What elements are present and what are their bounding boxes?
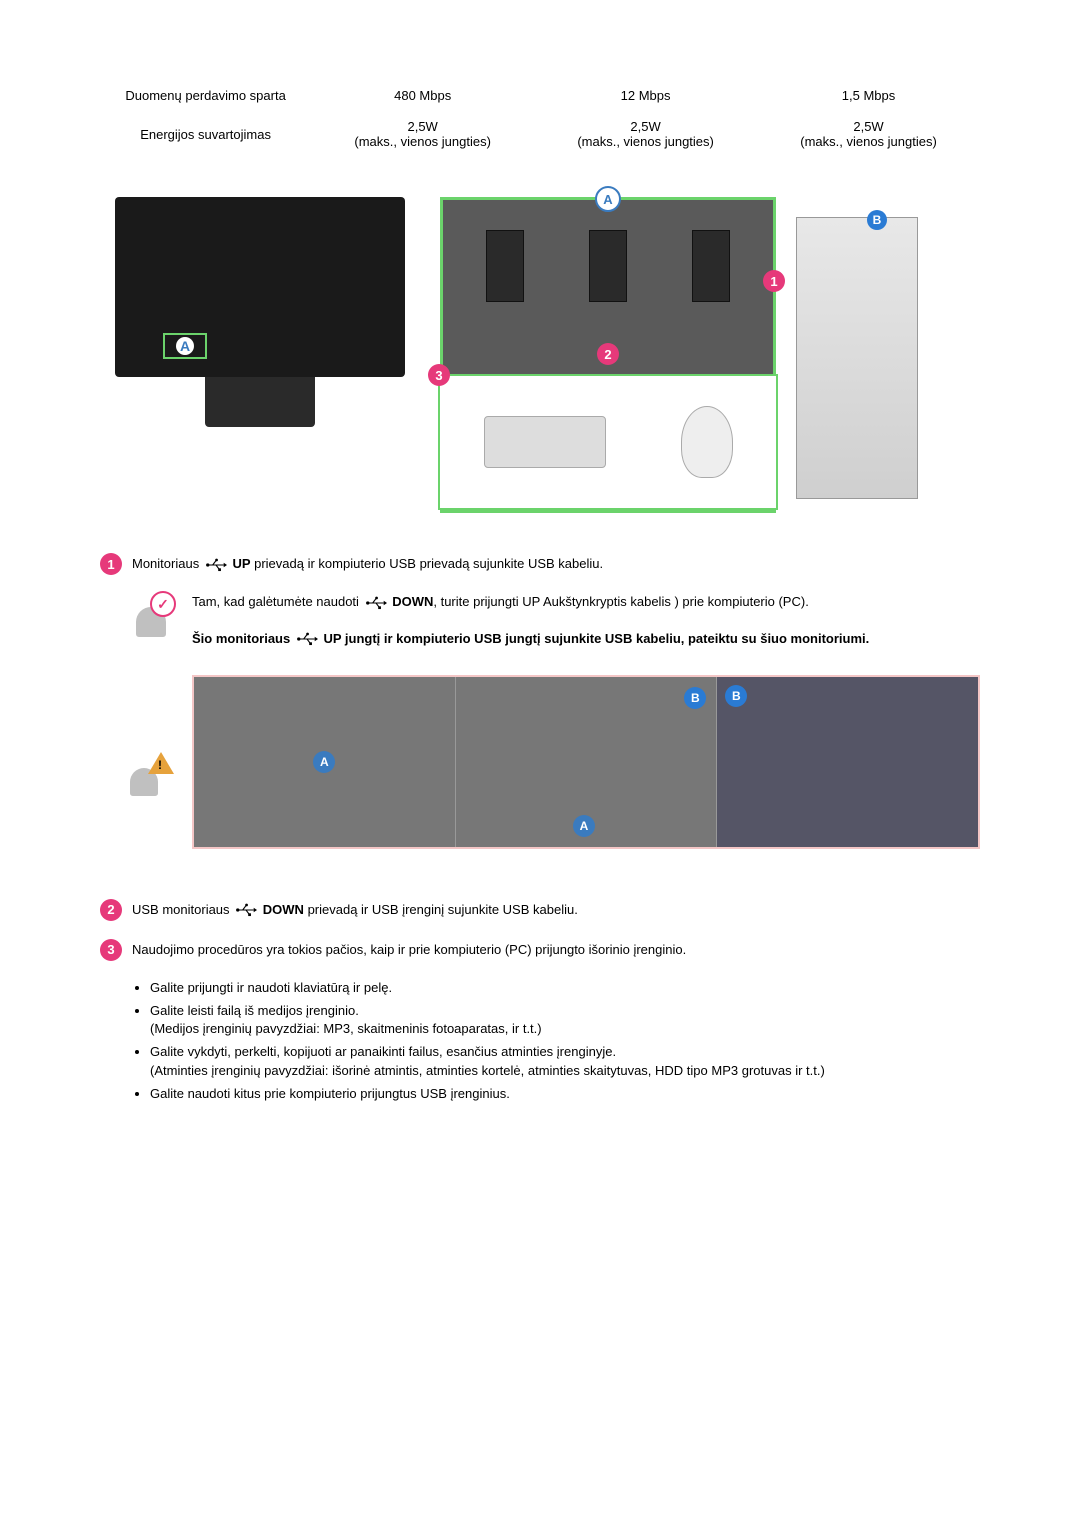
- connection-diagram: A A 1 2 3 B: [100, 197, 980, 513]
- pc-tower: B: [796, 217, 918, 499]
- keyboard-icon: [484, 416, 606, 468]
- usb-up-port: [692, 230, 730, 302]
- mouse-icon: [681, 406, 733, 478]
- label-b-badge: B: [867, 210, 887, 230]
- list-item: Galite vykdyti, perkelti, kopijuoti ar p…: [150, 1043, 980, 1081]
- label-b-badge: B: [684, 687, 706, 709]
- usb-icon: [205, 558, 227, 572]
- spec-cell: 480 Mbps: [311, 80, 534, 111]
- step-1: 1 Monitoriaus UP prievadą ir kompiuterio…: [100, 553, 980, 575]
- callout-2-badge: 2: [597, 343, 619, 365]
- photo-panel: B: [717, 677, 978, 847]
- monitor-port-a: A: [163, 333, 207, 359]
- monitor-rear-view: A: [100, 197, 420, 513]
- warning-icon: [130, 752, 174, 796]
- spec-table: Duomenų perdavimo sparta 480 Mbps 12 Mbp…: [100, 80, 980, 157]
- label-a-badge: A: [313, 751, 335, 773]
- note-check-icon: ✓: [130, 593, 174, 637]
- spec-cell: 1,5 Mbps: [757, 80, 980, 111]
- step-2: 2 USB monitoriaus DOWN prievadą ir USB į…: [100, 899, 980, 921]
- note-bold-text: Šio monitoriaus UP jungtį ir kompiuterio…: [192, 630, 869, 649]
- table-row: Energijos suvartojimas 2,5W (maks., vien…: [100, 111, 980, 157]
- note-text: Tam, kad galėtumėte naudoti DOWN, turite…: [192, 593, 869, 649]
- callout-3-badge: 3: [428, 364, 450, 386]
- photo-panel: B A: [456, 677, 718, 847]
- list-item: Galite naudoti kitus prie kompiuterio pr…: [150, 1085, 980, 1104]
- usb-cable-photo-strip: A B A B: [192, 675, 980, 849]
- step-text: USB monitoriaus DOWN prievadą ir USB įre…: [132, 899, 578, 919]
- note-check: ✓ Tam, kad galėtumėte naudoti DOWN, turi…: [130, 593, 980, 649]
- peripherals-box: 3: [438, 374, 778, 510]
- photo-panel: A: [194, 677, 456, 847]
- label-a-badge: A: [595, 186, 621, 212]
- step-text: Monitoriaus UP prievadą ir kompiuterio U…: [132, 553, 603, 573]
- step-number-badge: 3: [100, 939, 122, 961]
- note-warning: A B A B: [130, 669, 980, 879]
- list-item: Galite prijungti ir naudoti klaviatūrą i…: [150, 979, 980, 998]
- spec-cell: 2,5W (maks., vienos jungties): [757, 111, 980, 157]
- usb-icon: [235, 903, 257, 917]
- step-3: 3 Naudojimo procedūros yra tokios pačios…: [100, 939, 980, 961]
- step-text: Naudojimo procedūros yra tokios pačios, …: [132, 939, 686, 959]
- table-row: Duomenų perdavimo sparta 480 Mbps 12 Mbp…: [100, 80, 980, 111]
- spec-cell: 12 Mbps: [534, 80, 757, 111]
- label-a-badge: A: [176, 337, 194, 355]
- spec-row-head: Energijos suvartojimas: [100, 111, 311, 157]
- label-a-badge: A: [573, 815, 595, 837]
- usb-icon: [296, 632, 318, 646]
- spec-row-head: Duomenų perdavimo sparta: [100, 80, 311, 111]
- spec-cell: 2,5W (maks., vienos jungties): [311, 111, 534, 157]
- usb-down-port: [486, 230, 524, 302]
- bullet-list: Galite prijungti ir naudoti klaviatūrą i…: [130, 979, 980, 1104]
- list-item: Galite leisti failą iš medijos įrenginio…: [150, 1002, 980, 1040]
- usb-hub-closeup: A 1 2 3: [440, 197, 776, 513]
- step-number-badge: 2: [100, 899, 122, 921]
- callout-1-badge: 1: [763, 270, 785, 292]
- usb-down-port: [589, 230, 627, 302]
- step-number-badge: 1: [100, 553, 122, 575]
- label-b-badge: B: [725, 685, 747, 707]
- usb-icon: [365, 596, 387, 610]
- spec-cell: 2,5W (maks., vienos jungties): [534, 111, 757, 157]
